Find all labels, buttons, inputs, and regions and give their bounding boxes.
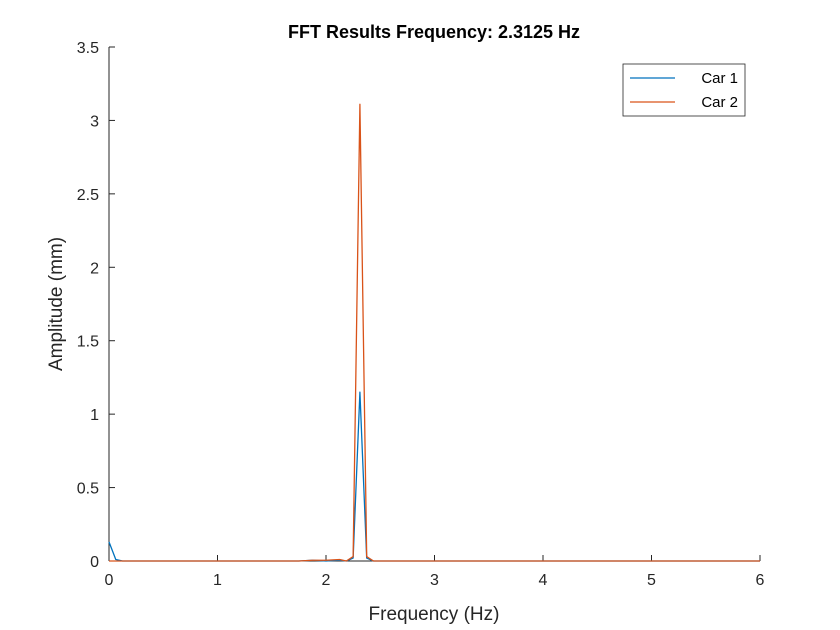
y-tick-label: 2 [90,260,99,277]
y-tick-label: 3.5 [77,40,99,57]
x-tick-label: 5 [647,572,656,589]
legend-label: Car 1 [701,70,738,87]
x-axis-label: Frequency (Hz) [369,604,500,625]
y-tick-label: 3 [90,113,99,130]
plot-area: 0 1 2 3 4 5 6 0 0.5 1 1.5 2 2.5 3 3.5 [77,40,765,589]
y-tick-label: 1.5 [77,334,99,351]
x-tick-label: 3 [430,572,439,589]
legend: Car 1 Car 2 [622,63,746,117]
y-tick-label: 0 [90,554,99,571]
y-tick-label: 2.5 [77,187,99,204]
chart-title: FFT Results Frequency: 2.3125 Hz [288,22,580,42]
x-tick-label: 1 [213,572,222,589]
series-line-car-2 [109,103,760,562]
x-tick-label: 0 [105,572,114,589]
x-tick-label: 2 [322,572,331,589]
x-tick-label: 6 [756,572,765,589]
y-axis-label: Amplitude (mm) [46,237,67,371]
x-tick-label: 4 [539,572,548,589]
y-tick-label: 1 [90,407,99,424]
y-tick-label: 0.5 [77,481,99,498]
legend-box [622,63,746,117]
legend-label: Car 2 [701,94,738,111]
